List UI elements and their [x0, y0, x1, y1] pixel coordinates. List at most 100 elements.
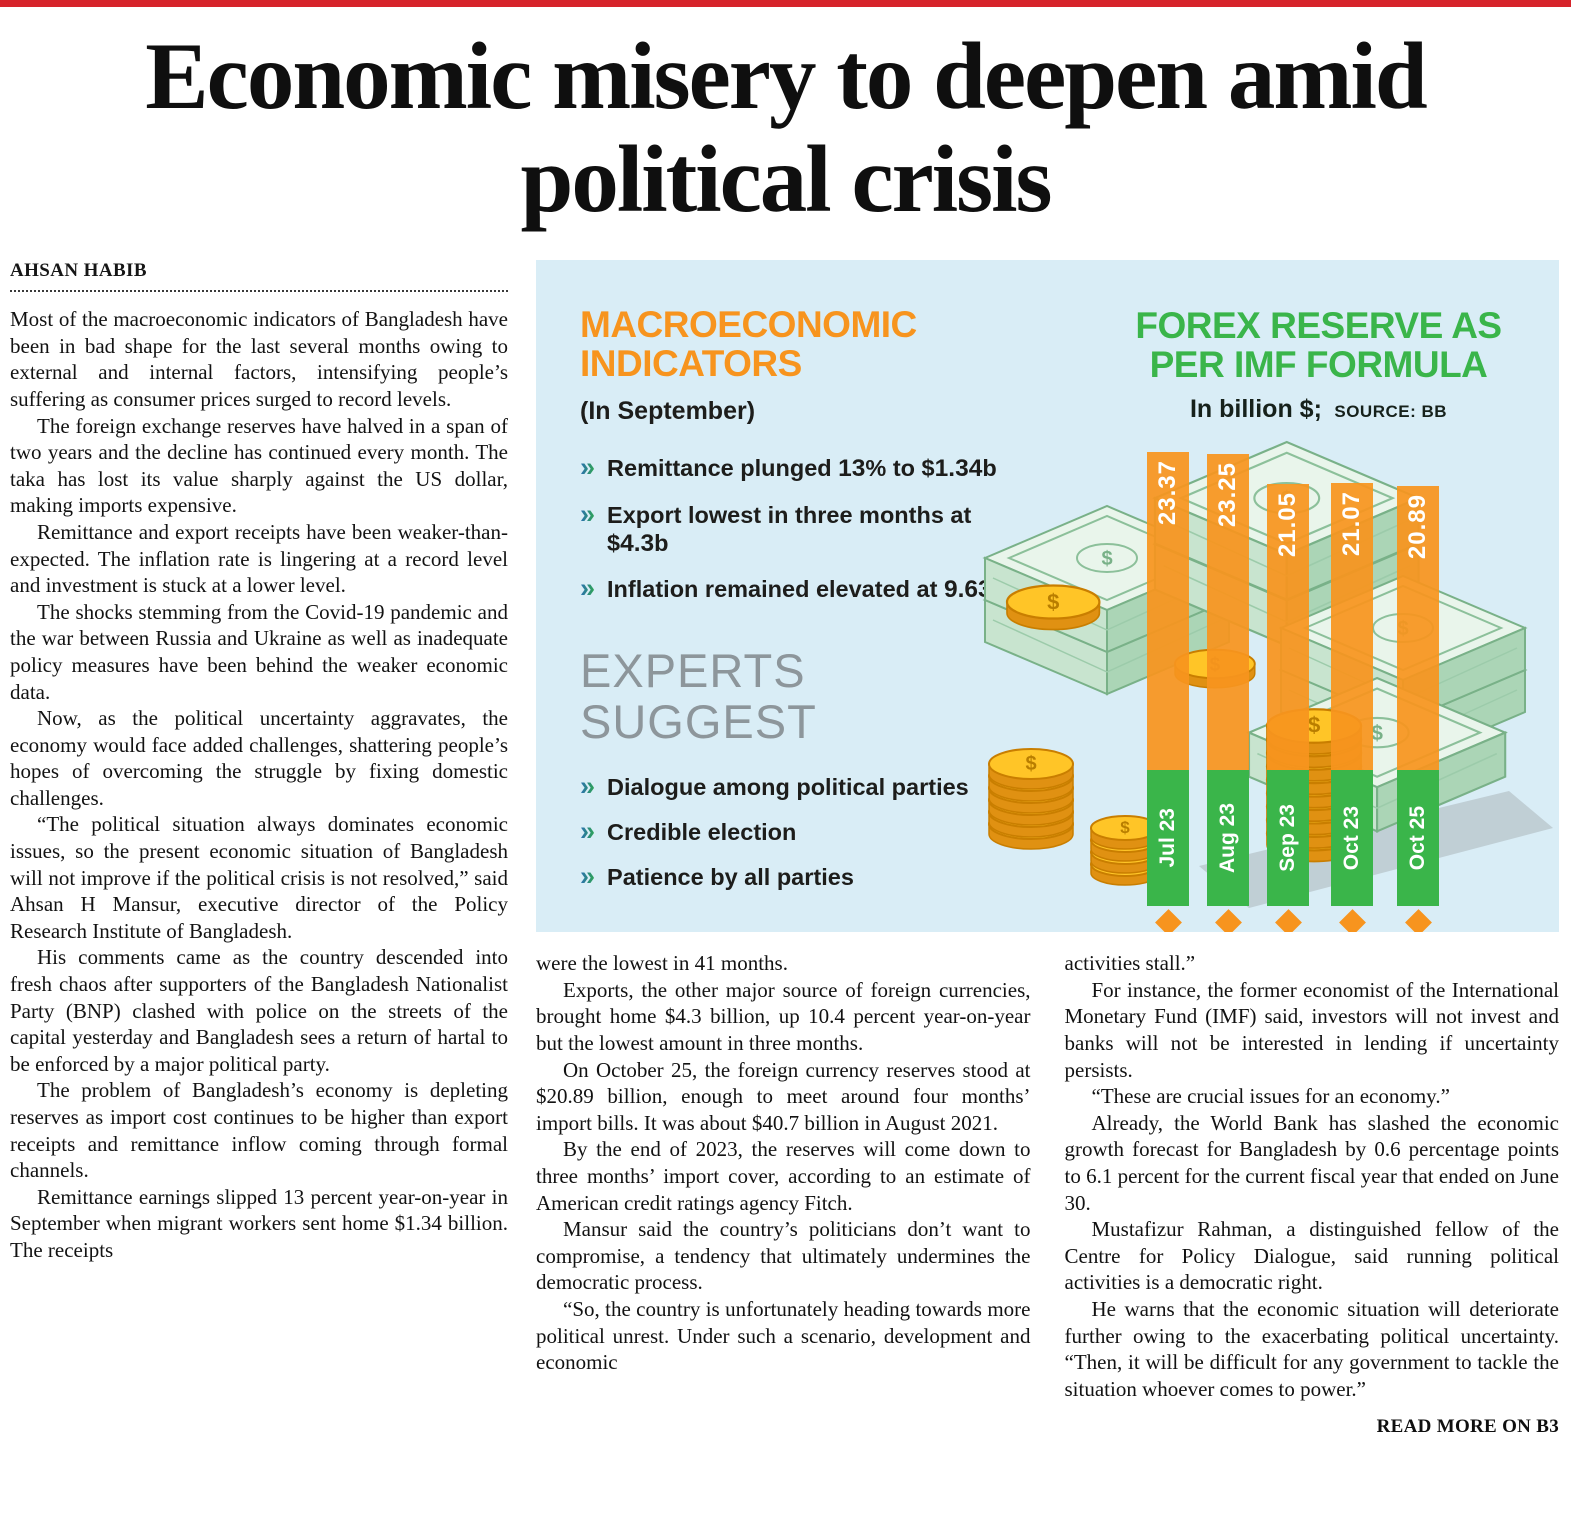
bar-category-label: Jul 23: [1156, 808, 1179, 868]
double-chevron-icon: »: [580, 861, 596, 892]
below-columns: were the lowest in 41 months. Exports, th…: [536, 950, 1559, 1438]
article-paragraph: By the end of 2023, the reserves will co…: [536, 1137, 1031, 1215]
bar-column: 23.37 Jul 23: [1147, 452, 1189, 933]
forex-bars: 23.37 Jul 23 23.25 Aug 23 21.05 Sep 23 21.07 Oc…: [949, 426, 1553, 933]
svg-text:$: $: [1047, 590, 1059, 615]
article-paragraph: The shocks stemming from the Covid-19 pa…: [10, 599, 508, 704]
bar-category-label: Aug 23: [1216, 803, 1239, 874]
bar-end-diamond: [1404, 909, 1432, 933]
double-chevron-icon: »: [580, 573, 596, 604]
svg-text:$: $: [1025, 753, 1036, 775]
article-paragraph: Remittance and export receipts have been…: [10, 519, 508, 598]
bar-end-diamond: [1274, 909, 1302, 933]
bullet-text: Patience by all parties: [607, 864, 854, 891]
value-bar: 23.25: [1207, 454, 1249, 771]
article-column-3: activities stall.” For instance, the form…: [1065, 950, 1560, 1402]
article-paragraph: “So, the country is unfortunately headin…: [536, 1296, 1031, 1375]
forex-chart: $ $: [949, 426, 1553, 933]
value-bar: 20.89: [1397, 486, 1439, 771]
bullet-item: » Credible election: [580, 818, 1020, 846]
bar-end-diamond: [1214, 909, 1242, 933]
experts-bullets: » Dialogue among political parties » Credib…: [580, 773, 1020, 892]
category-bar: Aug 23: [1207, 770, 1249, 907]
article-paragraph: activities stall.”: [1064, 951, 1196, 976]
article-paragraph: His comments came as the country descend…: [10, 945, 508, 1076]
bullet-item: » Remittance plunged 13% to $1.34b: [580, 454, 1020, 483]
bar-category-label: Oct 23: [1340, 806, 1363, 871]
forex-subtitle: In billion $; SOURCE: BB: [1096, 395, 1541, 424]
top-rule: [0, 0, 1571, 7]
bar-value-label: 20.89: [1404, 494, 1431, 560]
article-body: AHSAN HABIB Most of the macroeconomic in…: [0, 260, 1571, 1438]
bar-column: 21.07 Oct 23: [1331, 483, 1373, 933]
value-bar: 21.05: [1267, 484, 1309, 771]
right-area: MACROECONOMIC INDICATORS (In September) …: [536, 260, 1559, 1438]
bar-value-label: 21.07: [1338, 491, 1365, 557]
left-column: AHSAN HABIB Most of the macroeconomic in…: [10, 260, 508, 1263]
macro-indicators-block: MACROECONOMIC INDICATORS (In September) …: [580, 304, 1020, 908]
article-paragraph: Already, the World Bank has slashed the …: [1064, 1110, 1560, 1215]
bar-category-label: Sep 23: [1276, 804, 1299, 873]
forex-reserve-block: FOREX RESERVE AS PER IMF FORMULA In bill…: [1096, 306, 1541, 423]
bar-column: 20.89 Oct 25: [1397, 486, 1439, 933]
value-bar: 23.37: [1147, 452, 1189, 771]
bullet-item: » Dialogue among political parties: [580, 773, 1020, 801]
double-chevron-icon: »: [580, 816, 596, 847]
bar-category-label: Oct 25: [1406, 806, 1429, 871]
article-paragraph: On October 25, the foreign currency rese…: [536, 1057, 1031, 1135]
category-bar: Jul 23: [1147, 770, 1189, 907]
article-column-2: were the lowest in 41 months. Exports, th…: [536, 950, 1031, 1438]
article-paragraph: He warns that the economic situation wil…: [1064, 1296, 1560, 1401]
byline: AHSAN HABIB: [10, 260, 147, 282]
value-bar: 21.07: [1331, 483, 1373, 771]
article-paragraph: Mansur said the country’s politicians do…: [536, 1217, 1031, 1295]
macro-bullets: » Remittance plunged 13% to $1.34b » Export…: [580, 454, 1020, 604]
byline-divider: [10, 290, 508, 293]
article-paragraph: For instance, the former economist of th…: [1064, 977, 1560, 1082]
article-column-3-wrap: activities stall.” For instance, the form…: [1065, 950, 1560, 1438]
bullet-text: Inflation remained elevated at 9.63%: [607, 576, 1013, 604]
bar-end-diamond: [1338, 909, 1366, 933]
read-more: READ MORE ON B3: [1376, 1416, 1559, 1438]
article-paragraph: were the lowest in 41 months.: [536, 951, 788, 976]
category-bar: Oct 25: [1397, 770, 1439, 907]
double-chevron-icon: »: [580, 498, 596, 529]
bar-value-label: 21.05: [1274, 492, 1301, 558]
macro-title: MACROECONOMIC INDICATORS: [580, 304, 917, 384]
bar-value-label: 23.37: [1154, 460, 1181, 526]
article-paragraph: Mustafizur Rahman, a distinguished fello…: [1064, 1217, 1560, 1295]
experts-suggest-title: EXPERTS SUGGEST: [580, 644, 817, 748]
bullet-text: Export lowest in three months at $4.3b: [607, 501, 972, 557]
article-paragraph: “The political situation always dominate…: [10, 812, 508, 943]
article-paragraph: Most of the macroeconomic indicators of …: [10, 307, 508, 411]
bullet-item: » Patience by all parties: [580, 863, 1020, 891]
category-bar: Oct 23: [1331, 770, 1373, 907]
article-paragraph: The foreign exchange reserves have halve…: [10, 413, 508, 518]
bullet-text: Credible election: [607, 819, 797, 846]
double-chevron-icon: »: [580, 452, 596, 483]
bullet-item: » Export lowest in three months at $4.3b: [580, 498, 1020, 559]
article-paragraph: Exports, the other major source of forei…: [536, 977, 1031, 1055]
forex-source: SOURCE: BB: [1334, 401, 1448, 421]
article-paragraph: Now, as the political uncertainty aggrav…: [10, 706, 508, 810]
article-paragraph: The problem of Bangladesh’s economy is d…: [10, 1078, 508, 1183]
bullet-text: Remittance plunged 13% to $1.34b: [607, 455, 997, 483]
forex-title: FOREX RESERVE AS PER IMF FORMULA: [1135, 305, 1502, 386]
svg-text:$: $: [1308, 713, 1321, 738]
bar-column: 21.05 Sep 23: [1267, 484, 1309, 933]
headline: Economic misery to deepen amid political…: [145, 23, 1427, 232]
article-column-1: Most of the macroeconomic indicators of …: [10, 306, 508, 1263]
category-bar: Sep 23: [1267, 770, 1309, 907]
bullet-item: » Inflation remained elevated at 9.63%: [580, 575, 1020, 604]
bar-end-diamond: [1154, 909, 1182, 933]
bar-column: 23.25 Aug 23: [1207, 454, 1249, 933]
forex-unit: In billion $;: [1189, 394, 1322, 423]
article-paragraph: “These are crucial issues for an economy…: [1091, 1084, 1450, 1109]
infographic-panel: MACROECONOMIC INDICATORS (In September) …: [536, 260, 1559, 933]
bullet-text: Dialogue among political parties: [607, 774, 969, 801]
double-chevron-icon: »: [580, 771, 596, 802]
article-paragraph: Remittance earnings slipped 13 percent y…: [10, 1184, 508, 1262]
macro-subtitle: (In September): [580, 397, 756, 426]
svg-text:$: $: [1120, 818, 1130, 837]
bar-value-label: 23.25: [1214, 462, 1241, 528]
